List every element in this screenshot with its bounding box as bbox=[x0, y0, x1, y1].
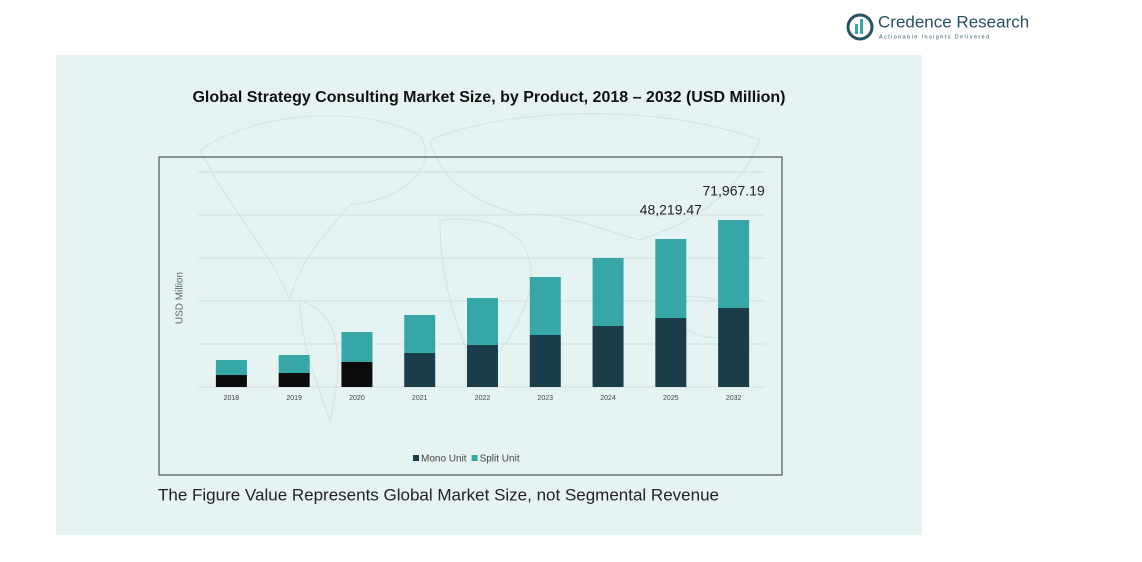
bar-segment bbox=[718, 308, 750, 387]
bar-segment bbox=[341, 331, 373, 362]
x-tick-label: 2032 bbox=[726, 395, 742, 402]
bar-segment bbox=[341, 361, 373, 387]
logo-icon bbox=[846, 13, 874, 41]
x-tick-label: 2019 bbox=[286, 395, 302, 402]
bar-segment bbox=[655, 238, 687, 318]
total-label: 71,967.19 bbox=[702, 183, 764, 199]
x-tick-label: 2020 bbox=[349, 395, 365, 402]
x-tick-label: 2022 bbox=[475, 395, 491, 402]
bar-segment bbox=[592, 258, 624, 327]
total-label: 48,219.47 bbox=[640, 202, 702, 218]
bar-segment bbox=[404, 315, 436, 353]
footnote: The Figure Value Represents Global Marke… bbox=[158, 485, 719, 504]
bar-segment bbox=[215, 359, 247, 376]
x-tick-label: 2018 bbox=[224, 395, 240, 402]
world-map bbox=[199, 113, 761, 423]
plot-frame bbox=[158, 156, 783, 476]
panel bbox=[56, 55, 922, 535]
legend-label: Mono Unit bbox=[421, 454, 467, 465]
logo: Credence Research Actionable Insights De… bbox=[846, 12, 1029, 41]
bar-segment bbox=[278, 372, 310, 387]
x-tick-label: 2021 bbox=[412, 395, 428, 402]
legend-swatch bbox=[413, 455, 419, 461]
bar-segment bbox=[278, 354, 310, 373]
x-tick-label: 2024 bbox=[600, 395, 616, 402]
bar-segment bbox=[467, 344, 498, 387]
bar-segment bbox=[467, 297, 498, 345]
bar-segment bbox=[215, 375, 247, 387]
x-tick-label: 2023 bbox=[537, 395, 553, 402]
legend: Mono Unit Split Unit bbox=[413, 454, 520, 465]
legend-label: Split Unit bbox=[480, 454, 520, 465]
bar-segment bbox=[655, 317, 687, 387]
y-axis-label: USD Million bbox=[175, 272, 186, 324]
legend-swatch bbox=[471, 455, 478, 461]
bar-segment bbox=[529, 335, 561, 387]
bar-segment bbox=[592, 326, 624, 387]
logo-icon bbox=[860, 19, 863, 34]
chart-title: Global Strategy Consulting Market Size, … bbox=[192, 89, 785, 106]
bar-segment bbox=[404, 352, 436, 387]
logo-icon bbox=[855, 24, 858, 34]
logo-tagline: Actionable Insights Delivered bbox=[879, 34, 991, 40]
x-tick-label: 2025 bbox=[663, 395, 679, 402]
bar-segment bbox=[718, 220, 750, 309]
bar-segment bbox=[529, 277, 561, 336]
logo-name: Credence Research bbox=[878, 12, 1029, 31]
